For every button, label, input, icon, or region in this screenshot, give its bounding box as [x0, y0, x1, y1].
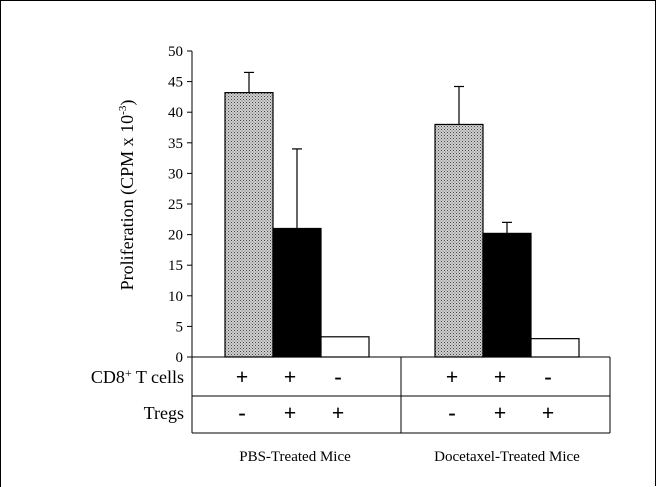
y-tick-label: 25: [168, 197, 183, 213]
table-cell: +: [446, 364, 459, 389]
table-cell: -: [544, 364, 551, 389]
table-cell: +: [332, 400, 345, 425]
condition-table: CD8+ T cells + + - + + - Tregs - + + - + +: [91, 357, 611, 434]
y-axis-label-end: ): [117, 100, 138, 106]
y-tick-label: 50: [168, 44, 183, 60]
y-axis-label-main: Proliferation (CPM x 10: [117, 115, 138, 291]
table-cell: +: [236, 364, 249, 389]
bar: [530, 338, 580, 358]
group-label-docetaxel: Docetaxel-Treated Mice: [434, 449, 580, 465]
y-tick-label: 45: [168, 75, 183, 91]
table-cell: +: [284, 364, 297, 389]
bar: [272, 227, 322, 358]
table-row-label: Tregs: [144, 403, 184, 423]
y-tick-label: 15: [168, 258, 183, 274]
y-tick-label: 10: [168, 289, 183, 305]
y-tick-label: 0: [176, 350, 184, 366]
bar: [434, 123, 484, 358]
group-label-pbs: PBS-Treated Mice: [239, 449, 351, 465]
table-cell: +: [494, 400, 507, 425]
y-tick-label: 20: [168, 228, 183, 244]
y-axis-label-sup: -3: [117, 105, 129, 115]
table-cell: -: [448, 400, 455, 425]
table-cell: -: [334, 364, 341, 389]
y-tick-label: 5: [176, 319, 184, 335]
y-axis: 0 5 10 15 20 25 30 35 40 45 50: [168, 44, 610, 366]
y-tick-label: 30: [168, 166, 183, 182]
y-tick-label: 40: [168, 105, 183, 121]
error-bars-layer: [244, 71, 512, 234]
bar: [224, 92, 274, 358]
bars-layer: [224, 92, 580, 358]
figure-frame-left: [0, 0, 1, 487]
table-cell: +: [542, 400, 555, 425]
table-cell: -: [238, 400, 245, 425]
table-cell: +: [284, 400, 297, 425]
y-axis-label: Proliferation (CPM x 10-3): [117, 100, 138, 291]
bar: [482, 232, 532, 358]
y-tick-label: 35: [168, 136, 183, 152]
table-cell: +: [494, 364, 507, 389]
table-row-label: CD8+ T cells: [91, 366, 184, 387]
bar: [320, 336, 370, 358]
